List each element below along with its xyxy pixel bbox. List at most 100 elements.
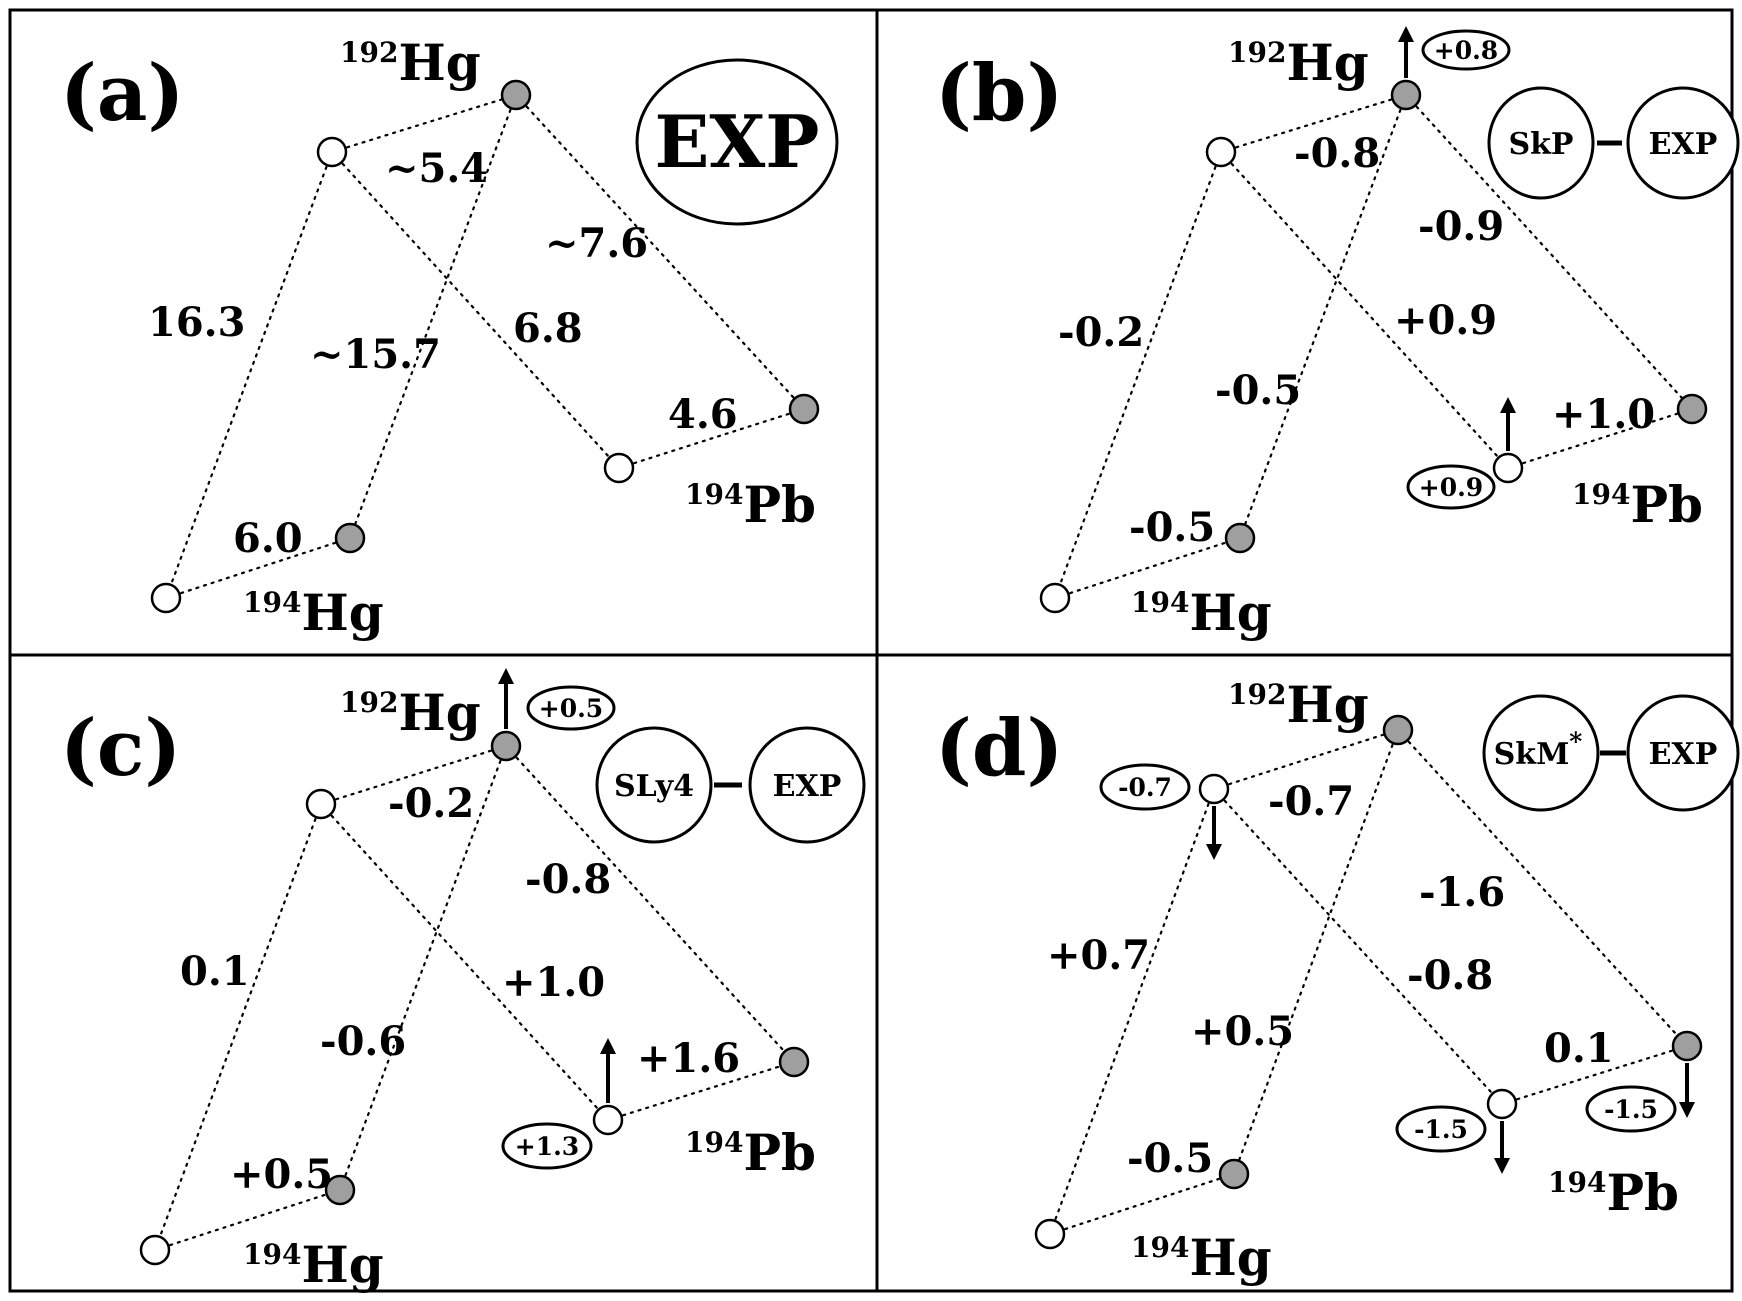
edge-line xyxy=(1212,728,1400,791)
edge-line xyxy=(1219,93,1408,154)
edge-value: 4.6 xyxy=(668,391,738,438)
panel-label: (c) xyxy=(60,703,181,794)
edge-line xyxy=(1048,787,1216,1236)
edge-line xyxy=(330,93,518,154)
model-badge xyxy=(1482,694,1600,812)
open-node xyxy=(1039,582,1071,614)
filled-node xyxy=(778,1046,810,1078)
filled-node xyxy=(1218,1158,1250,1190)
badge-text: SLy4 xyxy=(614,769,694,804)
badge-text: EXP xyxy=(1649,127,1718,162)
edge-line xyxy=(348,93,518,540)
edge-line xyxy=(617,407,806,470)
nucleus-label: 192Hg xyxy=(1228,675,1369,734)
edge-line xyxy=(514,93,806,411)
badge-text: SkP xyxy=(1508,127,1573,162)
filled-node xyxy=(1671,1030,1703,1062)
edge-value: 6.8 xyxy=(513,305,583,352)
model-badge xyxy=(1487,86,1595,200)
edge-line xyxy=(1053,536,1242,600)
edge-line xyxy=(1048,1172,1236,1236)
open-node xyxy=(1198,773,1230,805)
edge-line xyxy=(153,802,323,1252)
panel-label: (a) xyxy=(60,48,184,139)
edge-value: +1.6 xyxy=(637,1035,740,1082)
shift-badge xyxy=(1395,1105,1487,1153)
edge-value: ~15.7 xyxy=(310,331,441,378)
edge-value: 0.1 xyxy=(1544,1025,1614,1072)
exp-badge xyxy=(635,58,839,226)
open-node xyxy=(1205,136,1237,168)
filled-node xyxy=(1224,522,1256,554)
edge-value: -1.6 xyxy=(1419,869,1505,916)
edge-line xyxy=(1219,150,1510,470)
edge-value: -0.2 xyxy=(1058,309,1144,356)
edge-line xyxy=(164,150,334,600)
edge-value: 6.0 xyxy=(233,515,303,562)
edge-line xyxy=(1500,1044,1689,1106)
shift-badge xyxy=(1585,1085,1677,1133)
edge-value: +0.5 xyxy=(230,1151,333,1198)
shift-value: -1.5 xyxy=(1604,1095,1658,1124)
shift-badge xyxy=(1421,29,1511,71)
panel-label: (b) xyxy=(935,48,1063,139)
shift-value: +1.3 xyxy=(515,1132,579,1161)
badge-text: SkM* xyxy=(1494,727,1583,772)
panel-d: (d) -0.7 -1.5 -1.5 192Hg 194Hg 194Pb -0.… xyxy=(935,675,1740,1287)
nucleus-label: 194Hg xyxy=(243,1235,384,1294)
badge-text: EXP xyxy=(773,769,842,804)
edge-line xyxy=(1053,150,1223,600)
edge-line xyxy=(1232,728,1400,1176)
exp-badge xyxy=(1626,86,1740,200)
nucleus-label: 192Hg xyxy=(1228,33,1369,92)
edge-line xyxy=(338,744,508,1192)
edge-value: -0.7 xyxy=(1268,778,1354,825)
open-node xyxy=(603,452,635,484)
edge-value: 16.3 xyxy=(148,299,245,346)
badge-text: EXP xyxy=(655,99,820,184)
edge-value: +0.7 xyxy=(1047,932,1150,979)
edge-value: +0.5 xyxy=(1191,1008,1294,1055)
filled-node xyxy=(324,1174,356,1206)
model-badge xyxy=(595,726,713,844)
edge-line xyxy=(1404,93,1694,411)
edge-line xyxy=(1238,93,1408,540)
edge-value: -0.9 xyxy=(1418,203,1504,250)
panel-b: (b) +0.8 +0.9 192Hg 194Hg 194Pb -0.8 -0.… xyxy=(935,26,1740,642)
exp-badge xyxy=(748,726,866,844)
edge-value: +1.0 xyxy=(502,959,605,1006)
edge-line xyxy=(504,744,796,1064)
edge-value: -0.8 xyxy=(1294,130,1380,177)
edge-line xyxy=(1212,787,1504,1106)
edge-line xyxy=(319,744,508,806)
open-node xyxy=(150,582,182,614)
edge-value: -0.2 xyxy=(388,780,474,827)
figure-frame xyxy=(8,8,1734,1293)
panel-label: (d) xyxy=(935,703,1063,794)
edge-value: +0.9 xyxy=(1394,297,1497,344)
edge-value: -0.5 xyxy=(1129,504,1215,551)
filled-node xyxy=(1382,714,1414,746)
nucleus-label: 194Hg xyxy=(243,583,384,642)
edge-line xyxy=(319,802,610,1122)
open-node xyxy=(139,1234,171,1266)
edge-value: -0.8 xyxy=(1407,952,1493,999)
shift-value: +0.5 xyxy=(539,694,603,723)
open-node xyxy=(1492,452,1524,484)
filled-node xyxy=(788,393,820,425)
edge-value: 0.1 xyxy=(180,948,250,995)
edge-line xyxy=(1506,407,1694,470)
badge-text: EXP xyxy=(1649,737,1718,772)
nucleus-label: 194Pb xyxy=(685,475,816,534)
shift-value: +0.8 xyxy=(1434,36,1498,65)
edge-value: ~7.6 xyxy=(545,220,648,267)
nucleus-label: 194Hg xyxy=(1131,583,1272,642)
filled-node xyxy=(490,730,522,762)
edge-value: -0.8 xyxy=(525,856,611,903)
shift-value: -1.5 xyxy=(1414,1115,1468,1144)
edge-value: ~5.4 xyxy=(385,145,488,192)
shift-badge xyxy=(1099,763,1191,811)
panel-a: (a) 192Hg 194Hg 194Pb ~5.4 ~7.6 16.3 ~15… xyxy=(60,33,839,642)
nucleus-label: 194Pb xyxy=(1548,1163,1679,1222)
open-node xyxy=(1486,1088,1518,1120)
